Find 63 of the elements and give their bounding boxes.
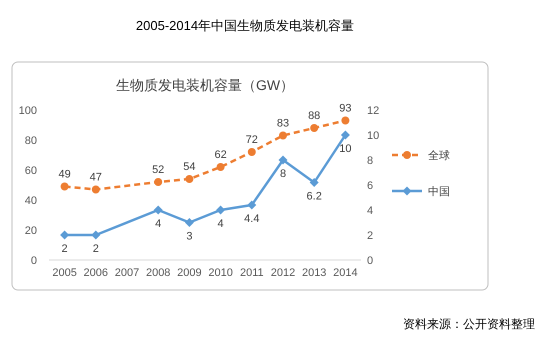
- data-label: 72: [246, 134, 258, 146]
- y-tick-label: 60: [24, 165, 37, 177]
- x-tick-label: 2006: [84, 267, 108, 279]
- point: [310, 178, 319, 187]
- y2-tick-label: 12: [367, 105, 380, 117]
- data-label: 2: [62, 243, 68, 255]
- point: [340, 130, 350, 140]
- data-label: 3: [186, 230, 192, 242]
- y-tick-label: 0: [30, 255, 37, 267]
- data-label: 83: [276, 118, 290, 130]
- x-tick-label: 2005: [52, 267, 77, 279]
- y-tick-label: 40: [24, 195, 37, 207]
- y2-tick-label: 0: [367, 255, 374, 267]
- x-tick-label: 2011: [240, 267, 264, 279]
- data-label: 93: [339, 102, 352, 114]
- y-tick-label: 100: [18, 105, 37, 117]
- point: [216, 163, 225, 171]
- y2-tick-label: 4: [367, 205, 374, 217]
- point: [341, 116, 350, 124]
- point: [279, 132, 287, 140]
- data-label: 52: [152, 164, 164, 176]
- text: 资料来源：公开资料整理: [403, 317, 535, 331]
- data-label: 2: [92, 243, 99, 255]
- data-label: 4: [155, 218, 162, 230]
- data-label: 62: [214, 149, 227, 161]
- y2-tick-label: 2: [367, 230, 374, 242]
- legend-label: 全球: [428, 149, 450, 162]
- point: [278, 156, 288, 164]
- point: [247, 200, 256, 210]
- x-tick-label: 2010: [208, 267, 233, 279]
- point: [92, 186, 100, 194]
- legend-label: 中国: [428, 185, 450, 198]
- point: [60, 182, 69, 190]
- x-tick-label: 2008: [146, 267, 170, 279]
- y-tick-label: 80: [24, 135, 37, 147]
- point: [248, 148, 256, 156]
- y2-tick-label: 10: [367, 130, 380, 142]
- x-tick-label: 2012: [270, 267, 296, 279]
- x-tick-label: 2014: [333, 267, 358, 279]
- point: [216, 206, 226, 214]
- point: [184, 218, 194, 227]
- chart-subtitle: 生物质发电装机容量（GW）: [116, 77, 294, 93]
- point: [185, 175, 194, 183]
- x-tick-label: 2009: [177, 267, 202, 279]
- point: [310, 124, 318, 132]
- y-tick-label: 20: [24, 225, 37, 237]
- data-label: 88: [308, 110, 320, 122]
- y2-tick-label: 8: [367, 155, 374, 167]
- chart-title: 2005-2014年中国生物质发电装机容量: [136, 18, 354, 33]
- point: [91, 230, 100, 240]
- x-tick-label: 2013: [302, 267, 326, 279]
- y2-tick-label: 6: [367, 180, 374, 192]
- point: [154, 178, 162, 186]
- point: [154, 206, 163, 214]
- data-label: 49: [58, 168, 71, 180]
- data-label: 10: [339, 143, 352, 155]
- data-label: 47: [90, 172, 102, 184]
- data-label: 6.2: [306, 190, 322, 202]
- data-label: 4: [218, 218, 224, 230]
- x-tick-label: 2007: [114, 267, 140, 279]
- data-label: 8: [280, 168, 286, 180]
- data-label: 54: [183, 161, 196, 173]
- data-label: 4.4: [244, 213, 260, 225]
